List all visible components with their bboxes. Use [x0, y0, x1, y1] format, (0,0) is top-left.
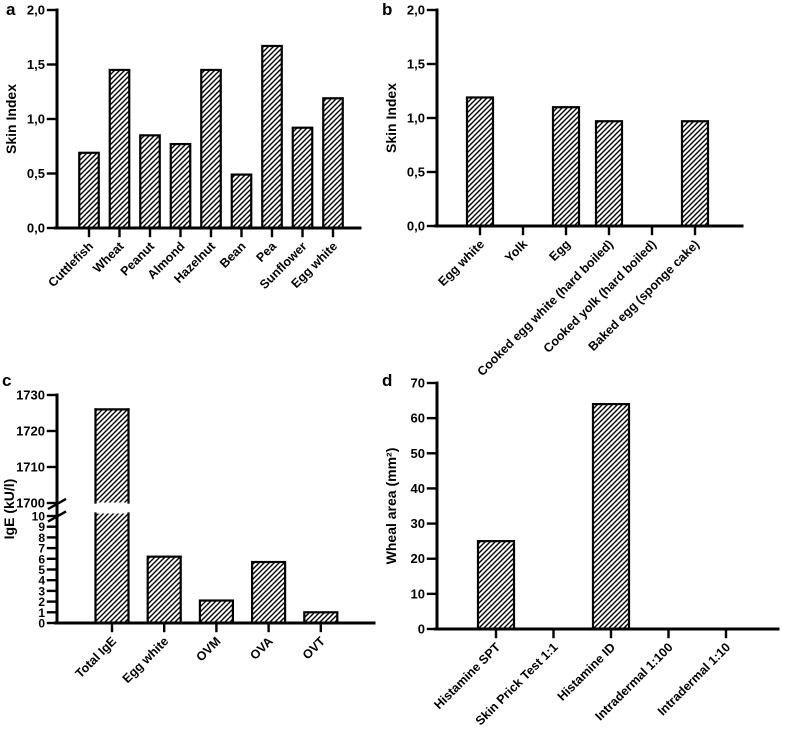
bars — [94, 408, 339, 625]
panel-a-bar-chart: 0,0 0,5 1,0 1,5 2,0 CuttlefishWheatPeanutAlmo… — [3, 3, 362, 292]
category-label: Egg white — [120, 634, 172, 686]
category-label: Yolk — [502, 237, 530, 265]
y-tick-label: 2,0 — [407, 3, 425, 18]
bar — [680, 120, 710, 228]
bar-upper-segment — [95, 409, 129, 503]
y-tick-label: 1730 — [16, 388, 45, 403]
bar — [78, 151, 100, 230]
category-label: OVA — [247, 634, 275, 662]
y-tick-labels: 0,0 0,5 1,0 1,5 2,0 — [407, 3, 439, 234]
category-label: Cuttlefish — [45, 239, 96, 290]
y-tick-label: 0,0 — [27, 221, 45, 236]
y-tick-label: 10 — [32, 510, 46, 524]
category-labels: Total IgE Egg white OVM OVA OVT — [73, 623, 328, 686]
bar — [551, 106, 581, 228]
category-label: Egg — [547, 237, 574, 264]
bar — [169, 142, 192, 230]
y-tick-labels: 0,0 0,5 1,0 1,5 2,0 — [27, 3, 59, 236]
y-tick-label: 1,0 — [27, 112, 45, 127]
y-tick-label: 1,5 — [407, 57, 425, 72]
bar — [251, 560, 287, 625]
bar — [200, 68, 222, 230]
bars — [78, 44, 344, 230]
y-tick-label: 8 — [38, 531, 45, 545]
y-tick-label: 10 — [411, 586, 425, 601]
panel-d-letter: d — [382, 371, 393, 390]
category-label: Bean — [217, 239, 249, 271]
y-tick-label: 4 — [38, 574, 45, 588]
y-tick-label: 60 — [411, 411, 425, 426]
y-tick-label: 20 — [411, 551, 425, 566]
y-tick-label: 3 — [38, 584, 45, 598]
bar — [322, 97, 344, 230]
category-label: Histamine ID — [555, 640, 618, 703]
bar — [230, 173, 253, 230]
y-tick-label: 2,0 — [27, 3, 45, 18]
bar — [476, 540, 516, 631]
bar — [465, 96, 495, 228]
axes — [434, 381, 780, 631]
category-label: Total IgE — [73, 634, 120, 681]
y-tick-label: 1710 — [16, 460, 45, 475]
y-tick-label: 30 — [411, 516, 425, 531]
bar — [146, 555, 182, 625]
y-axis-title: Skin Index — [3, 84, 19, 154]
y-tick-label: 6 — [38, 552, 45, 566]
bar — [591, 402, 631, 631]
bar — [303, 611, 339, 625]
y-tick-label: 0,5 — [27, 166, 45, 181]
category-label: Egg white — [435, 237, 487, 289]
y-tick-label: 1,0 — [407, 111, 425, 126]
bars — [465, 96, 710, 228]
y-tick-label: 5 — [38, 563, 45, 577]
y-tick-label: 50 — [411, 446, 425, 461]
y-tick-label: 70 — [411, 376, 425, 391]
y-tick-label: 2 — [38, 595, 45, 609]
panel-c-letter: c — [2, 371, 12, 390]
bar — [291, 126, 314, 230]
category-label: OVM — [193, 634, 223, 664]
y-axis-title: Skin Index — [383, 83, 399, 153]
y-tick-label: 0,5 — [407, 165, 425, 180]
bar — [139, 134, 161, 230]
bar-lower-segment — [95, 513, 129, 623]
category-label: Pea — [253, 238, 279, 264]
y-tick-label: 7 — [38, 542, 45, 556]
y-tick-label: 9 — [38, 520, 45, 534]
y-axis-title: Wheal area (mm²) — [383, 448, 399, 565]
y-tick-label: 0 — [418, 622, 425, 637]
y-tick-label: 0,0 — [407, 219, 425, 234]
panel-a-letter: a — [6, 0, 16, 19]
y-axis-title: IgE (kU/l) — [1, 479, 17, 540]
panel-b-letter: b — [382, 0, 393, 19]
bar — [594, 120, 624, 228]
y-tick-label: 1 — [38, 606, 45, 620]
y-tick-label: 1720 — [16, 424, 45, 439]
category-label: OVT — [300, 634, 328, 662]
y-tick-label: 1,5 — [27, 57, 45, 72]
bar — [261, 44, 283, 230]
y-tick-label: 0 — [38, 617, 45, 631]
y-tick-label: 40 — [411, 481, 425, 496]
bar — [198, 599, 234, 625]
y-tick-labels: 0 10 20 30 40 50 60 70 — [411, 376, 439, 637]
bars — [476, 402, 631, 631]
y-tick-label: 1700 — [16, 496, 45, 511]
bar — [108, 68, 131, 230]
